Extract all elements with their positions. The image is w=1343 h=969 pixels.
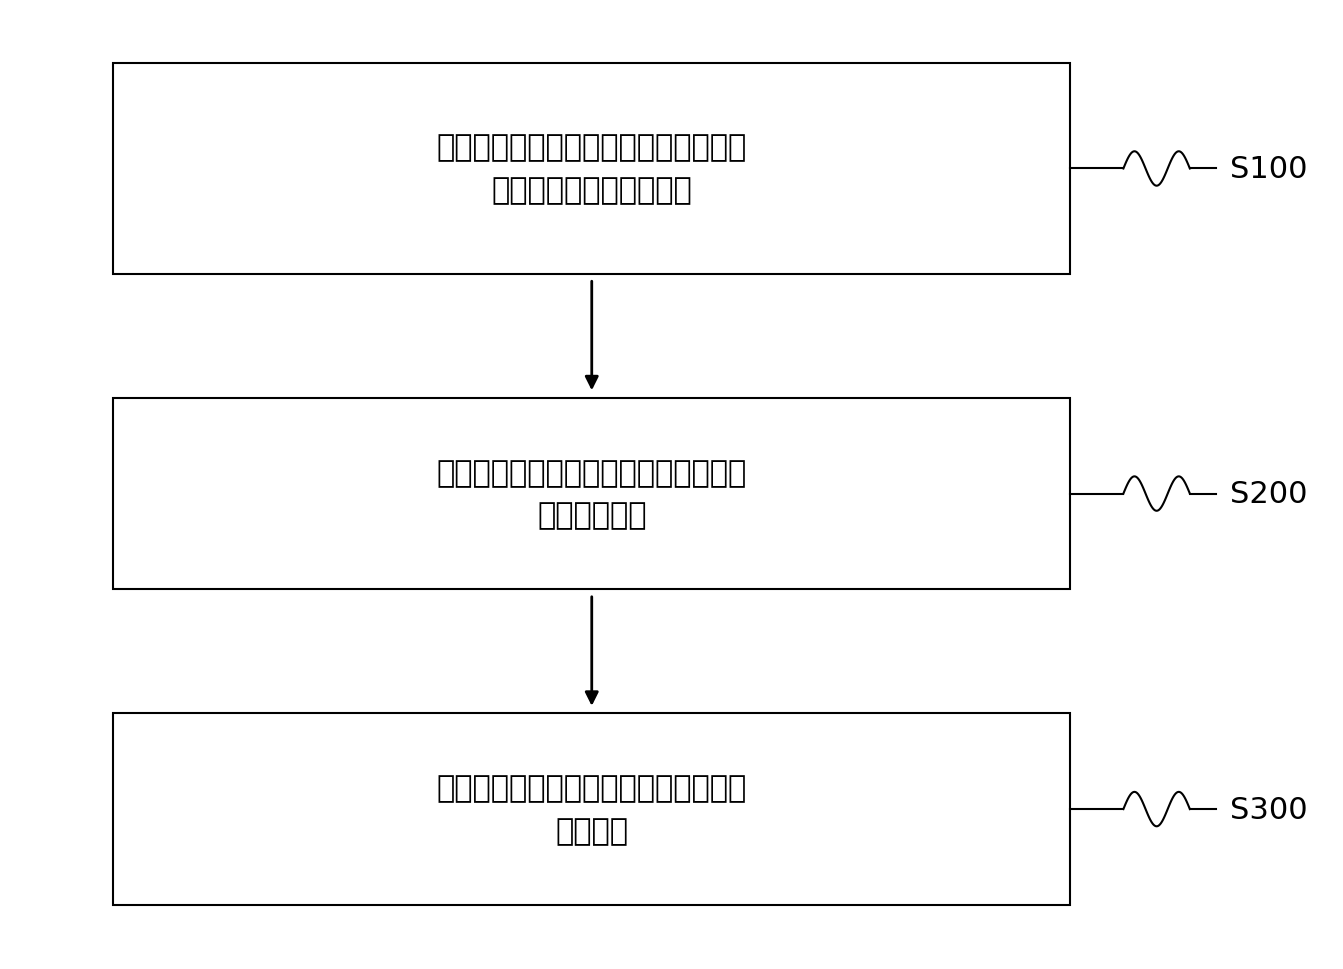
FancyBboxPatch shape [113,398,1070,589]
Text: S300: S300 [1230,795,1307,824]
Text: 根据外机电流值和增加电流值，控制压
缩机频率: 根据外机电流值和增加电流值，控制压 缩机频率 [436,773,747,845]
Text: 根据增加功率值和实时电压值，计算确
定增加电流值: 根据增加功率值和实时电压值，计算确 定增加电流值 [436,458,747,530]
FancyBboxPatch shape [113,64,1070,274]
FancyBboxPatch shape [113,714,1070,905]
Text: S200: S200 [1230,480,1307,509]
Text: 获取内机预设器件的增加功率值和实时
电压值，获取外机电流值: 获取内机预设器件的增加功率值和实时 电压值，获取外机电流值 [436,134,747,205]
Text: S100: S100 [1230,155,1307,184]
